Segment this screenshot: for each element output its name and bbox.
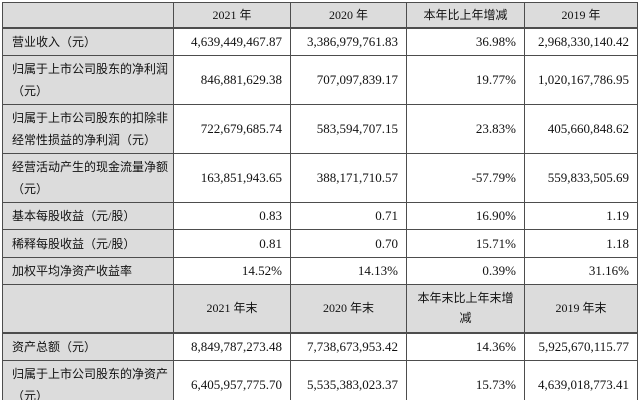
row-label: 稀释每股收益（元/股）	[2, 229, 174, 258]
corner-cell-eoy	[2, 284, 174, 334]
cell-value: 8,849,787,273.48	[173, 332, 291, 361]
cell-value: 14.13%	[290, 257, 407, 285]
cell-value: 14.36%	[406, 332, 525, 361]
table-row-net-profit-excl-nonrecurring: 归属于上市公司股东的扣除非经常性损益的净利润（元） 722,679,685.74…	[2, 104, 638, 154]
row-label: 加权平均净资产收益率	[2, 257, 174, 285]
col-header-2021: 2021 年	[173, 2, 291, 29]
cell-value: 36.98%	[406, 27, 525, 56]
col-header-2019-eoy: 2019 年末	[524, 284, 638, 334]
cell-value: 405,660,848.62	[524, 104, 638, 154]
cell-value: 1,020,167,786.95	[524, 55, 638, 105]
table-row-net-assets: 归属于上市公司股东的净资产（元） 6,405,957,775.70 5,535,…	[2, 359, 638, 400]
cell-value: 3,386,979,761.83	[290, 27, 407, 56]
cell-value: 4,639,449,467.87	[173, 27, 291, 56]
cell-value: 16.90%	[406, 202, 525, 230]
cell-value: 0.81	[173, 229, 291, 258]
cell-value: 31.16%	[524, 257, 638, 285]
cell-value: 14.52%	[173, 257, 291, 285]
cell-value: 846,881,629.38	[173, 55, 291, 105]
col-header-yoy-change: 本年比上年增减	[406, 2, 525, 29]
row-label: 归属于上市公司股东的净利润（元）	[2, 55, 174, 105]
row-label: 归属于上市公司股东的扣除非经常性损益的净利润（元）	[2, 104, 174, 154]
table-row-revenue: 营业收入（元） 4,639,449,467.87 3,386,979,761.8…	[2, 27, 638, 56]
cell-value: 2,968,330,140.42	[524, 27, 638, 56]
cell-value: 7,738,673,953.42	[290, 332, 407, 361]
table-row-total-assets: 资产总额（元） 8,849,787,273.48 7,738,673,953.4…	[2, 332, 638, 361]
row-label: 经营活动产生的现金流量净额（元）	[2, 153, 174, 203]
row-label: 归属于上市公司股东的净资产（元）	[2, 359, 174, 400]
col-header-2020-eoy: 2020 年末	[290, 284, 407, 334]
col-header-2021-eoy: 2021 年末	[173, 284, 291, 334]
corner-cell-annual	[2, 2, 174, 29]
cell-value: 0.83	[173, 202, 291, 230]
row-label: 基本每股收益（元/股）	[2, 202, 174, 230]
cell-value: 15.73%	[406, 359, 525, 400]
cell-value: 0.70	[290, 229, 407, 258]
cell-value: 23.83%	[406, 104, 525, 154]
cell-value: 5,925,670,115.77	[524, 332, 638, 361]
cell-value: 0.39%	[406, 257, 525, 285]
cell-value: 15.71%	[406, 229, 525, 258]
cell-value: 388,171,710.57	[290, 153, 407, 203]
table-header-end-of-year: 2021 年末 2020 年末 本年末比上年末增减 2019 年末	[2, 284, 638, 334]
table-row-operating-cash-flow: 经营活动产生的现金流量净额（元） 163,851,943.65 388,171,…	[2, 153, 638, 203]
cell-value: 6,405,957,775.70	[173, 359, 291, 400]
cell-value: 707,097,839.17	[290, 55, 407, 105]
cell-value: 5,535,383,023.37	[290, 359, 407, 400]
col-header-2020: 2020 年	[290, 2, 407, 29]
row-label: 资产总额（元）	[2, 332, 174, 361]
table-row-diluted-eps: 稀释每股收益（元/股） 0.81 0.70 15.71% 1.18	[2, 229, 638, 258]
col-header-eoy-change: 本年末比上年末增减	[406, 284, 525, 334]
cell-value: 19.77%	[406, 55, 525, 105]
table-row-net-profit: 归属于上市公司股东的净利润（元） 846,881,629.38 707,097,…	[2, 55, 638, 105]
cell-value: 0.71	[290, 202, 407, 230]
cell-value: 1.18	[524, 229, 638, 258]
cell-value: 1.19	[524, 202, 638, 230]
col-header-2019: 2019 年	[524, 2, 638, 29]
table-header-annual: 2021 年 2020 年 本年比上年增减 2019 年	[2, 2, 638, 29]
table-row-weighted-avg-roe: 加权平均净资产收益率 14.52% 14.13% 0.39% 31.16%	[2, 257, 638, 285]
cell-value: 163,851,943.65	[173, 153, 291, 203]
table-row-basic-eps: 基本每股收益（元/股） 0.83 0.71 16.90% 1.19	[2, 202, 638, 230]
cell-value: 722,679,685.74	[173, 104, 291, 154]
cell-value: -57.79%	[406, 153, 525, 203]
row-label: 营业收入（元）	[2, 27, 174, 56]
cell-value: 4,639,018,773.41	[524, 359, 638, 400]
cell-value: 559,833,505.69	[524, 153, 638, 203]
cell-value: 583,594,707.15	[290, 104, 407, 154]
